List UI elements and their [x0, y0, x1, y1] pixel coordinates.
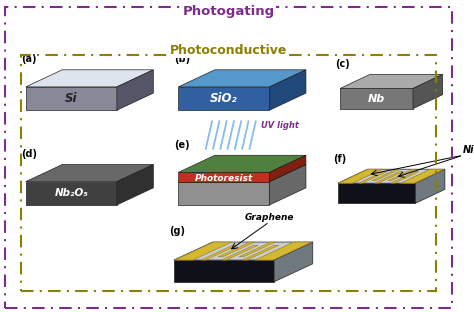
- Polygon shape: [415, 169, 445, 203]
- Polygon shape: [372, 169, 400, 181]
- Text: Ni: Ni: [463, 145, 474, 155]
- Polygon shape: [388, 169, 416, 181]
- Text: SiO₂: SiO₂: [210, 92, 238, 105]
- Polygon shape: [201, 245, 237, 260]
- Polygon shape: [340, 88, 413, 109]
- Polygon shape: [359, 172, 387, 183]
- Polygon shape: [222, 245, 258, 260]
- Text: (f): (f): [333, 154, 346, 163]
- Text: (a): (a): [21, 54, 36, 64]
- Polygon shape: [375, 172, 402, 183]
- Polygon shape: [26, 87, 117, 110]
- Polygon shape: [174, 242, 313, 260]
- Polygon shape: [178, 172, 270, 182]
- Polygon shape: [338, 183, 415, 203]
- Polygon shape: [178, 182, 270, 205]
- Text: (c): (c): [336, 59, 350, 69]
- Polygon shape: [401, 169, 444, 183]
- Polygon shape: [26, 70, 153, 87]
- Text: Si: Si: [65, 92, 78, 105]
- Polygon shape: [274, 242, 313, 282]
- Text: (b): (b): [174, 54, 190, 64]
- Polygon shape: [218, 242, 255, 257]
- Polygon shape: [26, 182, 117, 205]
- Text: Photoconductive: Photoconductive: [170, 44, 287, 57]
- Polygon shape: [338, 169, 445, 183]
- Polygon shape: [255, 242, 312, 260]
- Text: Photoresist: Photoresist: [195, 174, 253, 183]
- Polygon shape: [26, 164, 153, 182]
- Text: Nb₂O₅: Nb₂O₅: [55, 188, 88, 198]
- Polygon shape: [117, 70, 153, 110]
- Text: Photogating: Photogating: [182, 5, 274, 18]
- Polygon shape: [178, 87, 270, 110]
- Polygon shape: [174, 260, 274, 282]
- Polygon shape: [391, 172, 419, 183]
- Text: Nb: Nb: [368, 94, 385, 104]
- Polygon shape: [242, 245, 279, 260]
- Polygon shape: [175, 242, 232, 260]
- Text: (g): (g): [169, 227, 185, 236]
- Polygon shape: [270, 164, 306, 205]
- Polygon shape: [270, 155, 306, 182]
- Text: (d): (d): [21, 149, 37, 159]
- Text: Graphene: Graphene: [245, 213, 294, 222]
- Polygon shape: [413, 75, 443, 109]
- Polygon shape: [178, 70, 306, 87]
- Text: (e): (e): [174, 140, 190, 150]
- Polygon shape: [340, 75, 443, 88]
- Polygon shape: [178, 164, 306, 182]
- Polygon shape: [270, 70, 306, 110]
- Polygon shape: [239, 242, 275, 257]
- Polygon shape: [178, 155, 306, 172]
- Polygon shape: [117, 164, 153, 205]
- Text: UV light: UV light: [261, 121, 299, 130]
- Polygon shape: [338, 169, 382, 183]
